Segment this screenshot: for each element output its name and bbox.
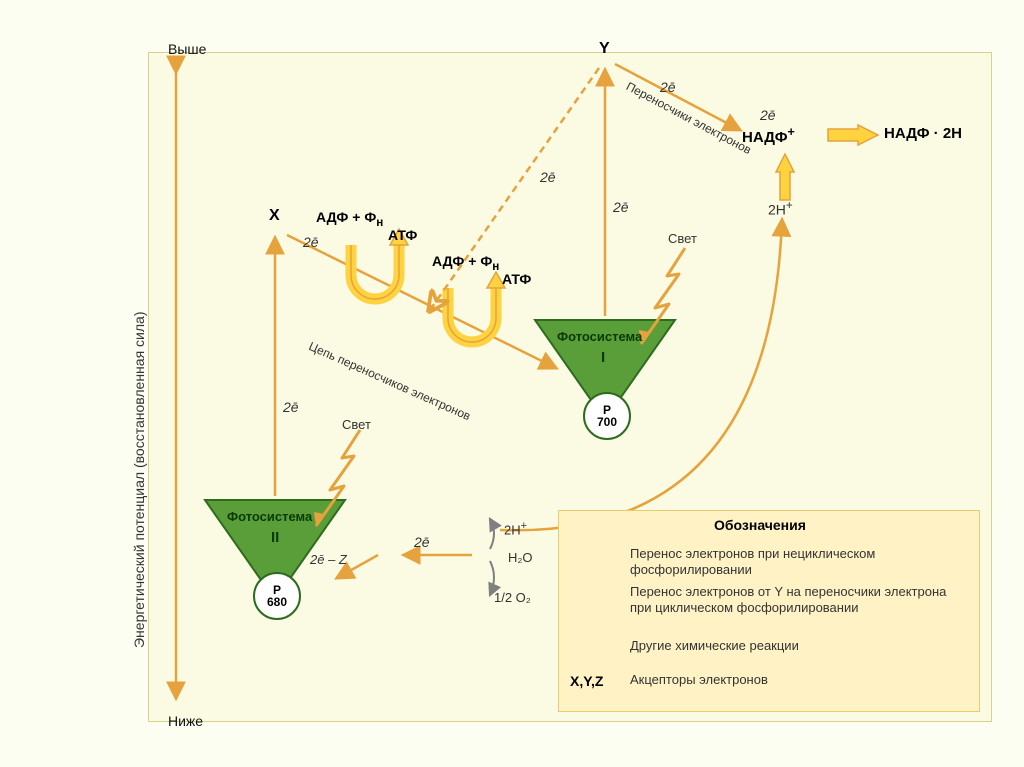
two-e-z: 2ē – Z — [310, 553, 347, 567]
two-e-carriers: 2ē — [660, 80, 676, 95]
ps-ii-num: II — [271, 530, 279, 547]
ps-ii-reaction-center: P 680 — [253, 572, 301, 620]
legend-xyz: X,Y,Z — [570, 674, 603, 689]
ps-i-title: Фотосистема — [557, 330, 642, 344]
atp-2: АТФ — [502, 272, 531, 287]
adp-1: АДФ + Фн — [316, 210, 383, 230]
legend-row-1: Перенос электронов от Y на переносчики э… — [630, 584, 970, 617]
axis-label: Энергетический потенциал (восстановленна… — [132, 312, 147, 649]
nadf-plus: НАДФ+ — [742, 126, 795, 147]
light-label-ps1: Свет — [668, 232, 697, 246]
two-e-water: 2ē — [414, 535, 430, 550]
light-label-ps2: Свет — [342, 418, 371, 432]
two-e-ps2: 2ē — [283, 400, 299, 415]
two-h-plus-up: 2Н+ — [768, 200, 793, 218]
legend-row-3: Акцепторы электронов — [630, 672, 970, 688]
two-e-y-dash: 2ē — [540, 170, 556, 185]
legend-title: Обозначения — [714, 518, 806, 533]
two-e-nadf: 2ē — [760, 108, 776, 123]
acceptor-x: X — [269, 207, 280, 225]
half-o2-label: 1/2 O₂ — [494, 591, 531, 605]
axis-bottom: Ниже — [168, 714, 203, 729]
nadf-2h: НАДФ · 2Н — [884, 126, 962, 143]
ps-ii-title: Фотосистема — [227, 510, 312, 524]
legend-row-2: Другие химические реакции — [630, 638, 970, 654]
ps-i-num: I — [601, 350, 605, 367]
two-e-ps1: 2ē — [613, 200, 629, 215]
h2o-label: Н₂О — [508, 551, 533, 565]
adp-2: АДФ + Фн — [432, 254, 499, 274]
legend-row-0: Перенос электронов при нециклическом фос… — [630, 546, 970, 579]
ps-i-reaction-center: P 700 — [583, 392, 631, 440]
axis-top: Выше — [168, 42, 206, 57]
atp-1: АТФ — [388, 228, 417, 243]
acceptor-y: Y — [599, 40, 610, 58]
two-h-plus-water: 2Н+ — [504, 521, 527, 538]
two-e-x: 2ē — [303, 235, 319, 250]
